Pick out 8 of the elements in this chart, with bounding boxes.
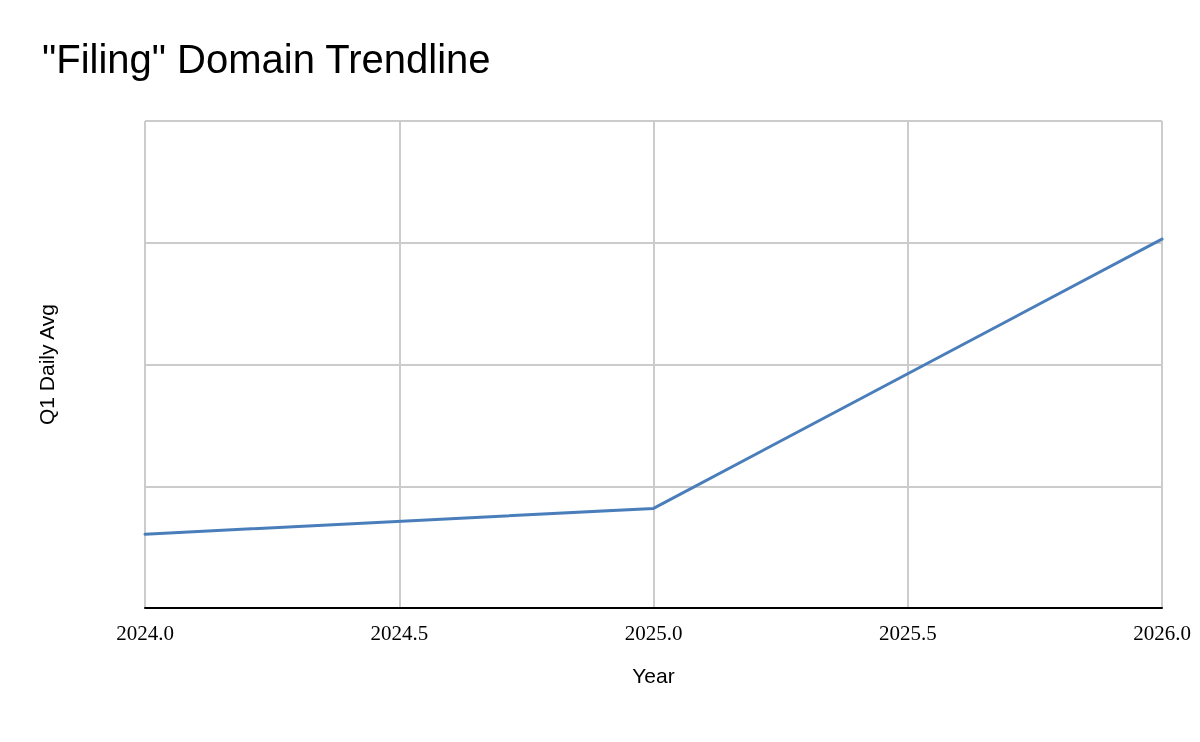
x-tick-label: 2025.5 <box>878 620 937 645</box>
x-axis-title: Year <box>632 664 675 687</box>
x-tick-label: 2025.0 <box>624 620 683 645</box>
chart-title: "Filing" Domain Trendline <box>42 37 491 81</box>
x-tick-label: 2024.0 <box>116 620 174 645</box>
x-tick-label: 2026.0 <box>1133 620 1191 645</box>
y-axis-title: Q1 Daily Avg <box>35 303 58 426</box>
x-tick-label: 2024.5 <box>370 620 429 645</box>
